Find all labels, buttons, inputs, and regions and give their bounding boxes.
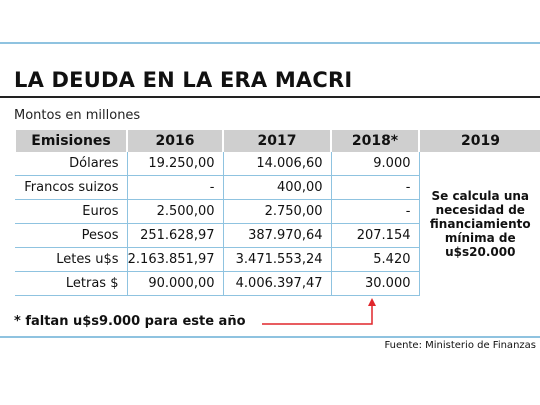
cell: 251.628,97	[126, 223, 223, 248]
cell: -	[330, 199, 419, 224]
table-row: Letras $90.000,00 4.006.397,47 30.000	[15, 271, 540, 296]
footnote: * faltan u$s9.000 para este año	[14, 314, 246, 329]
header-row: Emisiones 2016 2017 2018* 2019	[14, 130, 540, 152]
table-row: Francos suizos -400,00-	[15, 175, 540, 200]
cell: 2.163.851,97	[126, 247, 223, 272]
row-label: Francos suizos	[15, 175, 127, 200]
column-header: 2016	[126, 130, 223, 152]
cell: 400,00	[222, 175, 331, 200]
note-2019: Se calcula una necesidad de financiamien…	[418, 152, 540, 296]
cell: 9.000	[330, 152, 419, 176]
column-header: 2018*	[330, 130, 419, 152]
column-header: 2017	[222, 130, 331, 152]
debt-table: Emisiones 2016 2017 2018* 2019 Dólares 19.250…	[14, 130, 540, 296]
title: LA DEUDA EN LA ERA MACRI	[14, 68, 353, 92]
column-header: 2019	[418, 130, 540, 152]
row-label: Letras $	[15, 271, 127, 296]
cell: 2.500,00	[126, 199, 223, 224]
cell: 14.006,60	[222, 152, 331, 176]
table-row: Letes u$s 2.163.851,97 3.471.553,24 5.420	[15, 247, 540, 272]
cell: 19.250,00	[126, 152, 223, 176]
top-rule	[0, 42, 540, 44]
arrow-head	[368, 298, 376, 306]
title-rule	[0, 96, 540, 98]
arrow-line	[262, 304, 373, 325]
table-body: Dólares 19.250,00 14.006,60 9.000 Se calcula…	[15, 152, 540, 296]
row-label: Letes u$s	[15, 247, 127, 272]
row-label: Dólares	[15, 152, 127, 176]
source: Fuente: Ministerio de Finanzas	[384, 340, 536, 351]
cell: 5.420	[330, 247, 419, 272]
table-row: Dólares 19.250,00 14.006,60 9.000 Se calcula…	[15, 152, 540, 296]
row-label: Euros	[15, 199, 127, 224]
cell: 2.750,00	[222, 199, 331, 224]
bottom-rule	[0, 336, 540, 338]
cell: -	[330, 175, 419, 200]
row-label: Pesos	[15, 223, 127, 248]
cell: 387.970,64	[222, 223, 331, 248]
table-row: Pesos 251.628,97 387.970,64 207.154	[15, 223, 540, 248]
subtitle: Montos en millones	[14, 108, 141, 123]
cell: -	[126, 175, 223, 200]
cell: 3.471.553,24	[222, 247, 331, 272]
cell: 90.000,00	[126, 271, 223, 296]
cell: 207.154	[330, 223, 419, 248]
table-row: Euros 2.500,00 2.750,00-	[15, 199, 540, 224]
column-header: Emisiones	[14, 130, 127, 152]
cell: 4.006.397,47	[222, 271, 331, 296]
cell: 30.000	[330, 271, 419, 296]
